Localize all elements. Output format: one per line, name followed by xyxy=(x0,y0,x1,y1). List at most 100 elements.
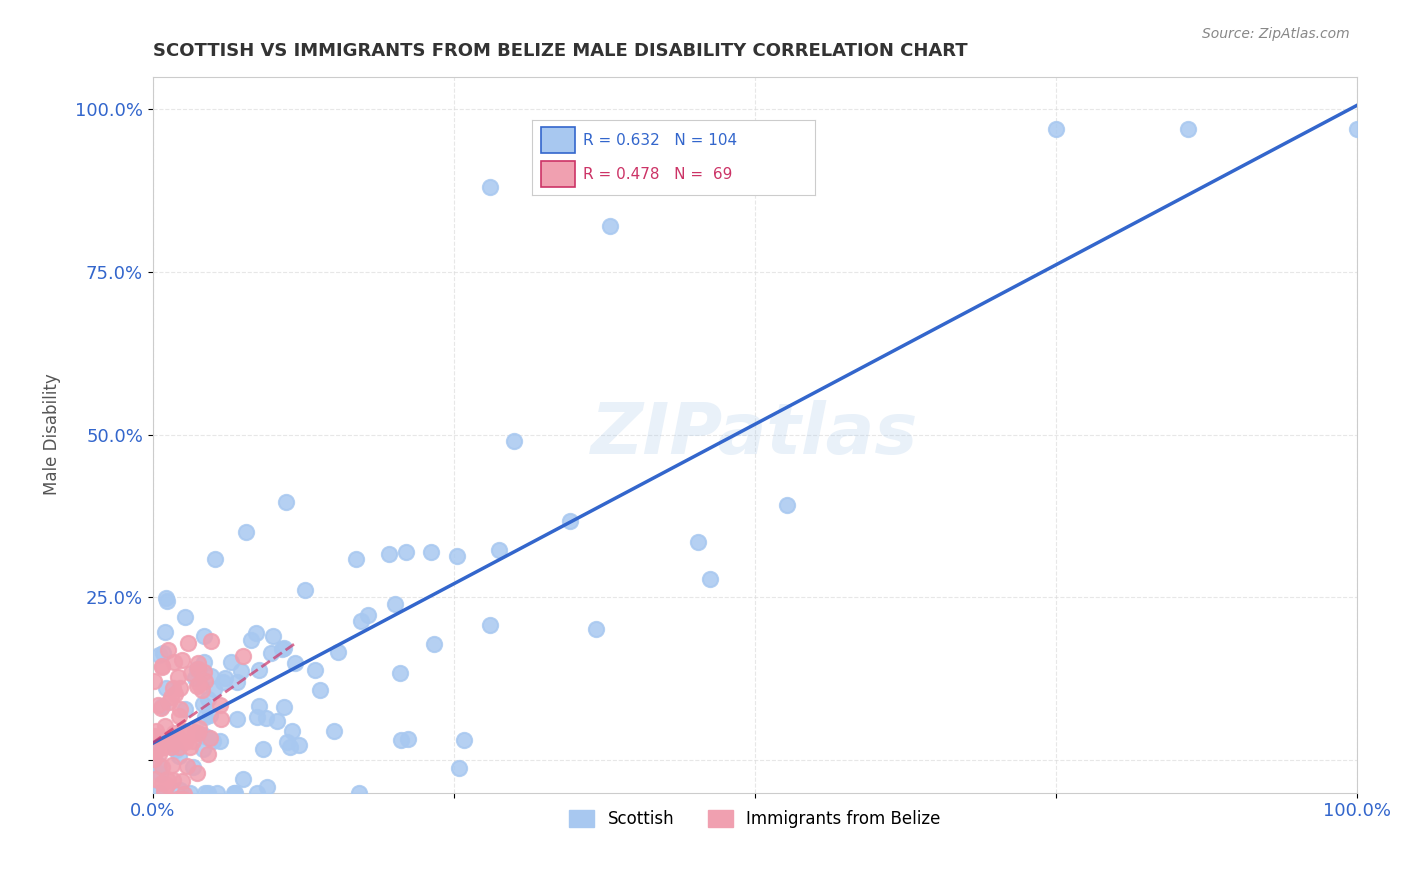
Point xyxy=(256,780,278,794)
Point xyxy=(226,675,249,690)
Point xyxy=(166,792,188,806)
Point xyxy=(270,641,292,656)
Point xyxy=(145,741,167,756)
Point xyxy=(173,723,195,738)
Text: ZIPatlas: ZIPatlas xyxy=(591,401,918,469)
Point xyxy=(201,734,224,748)
Point xyxy=(246,786,269,800)
Point xyxy=(181,760,204,774)
Point xyxy=(193,629,215,643)
Point xyxy=(183,724,205,739)
Point xyxy=(280,723,302,738)
Point xyxy=(193,665,215,679)
Point xyxy=(186,679,208,693)
Point xyxy=(235,525,257,540)
Point xyxy=(446,549,468,563)
Point xyxy=(156,643,179,657)
Point xyxy=(163,740,186,755)
Point xyxy=(155,681,177,695)
Point xyxy=(146,741,169,756)
Point xyxy=(156,594,179,608)
Point xyxy=(160,739,183,754)
Point xyxy=(166,729,188,743)
Point xyxy=(162,681,184,695)
Legend: Scottish, Immigrants from Belize: Scottish, Immigrants from Belize xyxy=(562,803,948,834)
Point xyxy=(187,662,209,676)
Point xyxy=(350,614,373,628)
Point xyxy=(148,786,170,800)
Point xyxy=(200,669,222,683)
Point xyxy=(1346,121,1368,136)
Point xyxy=(419,545,441,559)
Point xyxy=(165,743,187,757)
Point xyxy=(188,677,211,691)
Point xyxy=(186,766,208,780)
Point xyxy=(478,180,501,194)
Point xyxy=(160,690,183,704)
Point xyxy=(180,666,202,681)
Point xyxy=(150,731,173,746)
Point xyxy=(224,786,246,800)
Point xyxy=(169,709,191,723)
Point xyxy=(181,733,204,747)
Point xyxy=(205,786,228,800)
Point xyxy=(273,700,295,714)
Point xyxy=(194,786,217,800)
Point xyxy=(187,656,209,670)
Point xyxy=(326,645,349,659)
Point xyxy=(396,731,419,746)
Point xyxy=(148,730,170,744)
Point xyxy=(159,733,181,747)
Point xyxy=(209,734,232,748)
Point xyxy=(150,660,173,674)
Point xyxy=(422,637,444,651)
Point xyxy=(284,656,307,670)
Point xyxy=(273,640,295,655)
Point xyxy=(150,658,173,673)
Point xyxy=(148,747,170,761)
Point xyxy=(478,618,501,632)
Point xyxy=(157,695,180,709)
Point xyxy=(163,735,186,749)
Point xyxy=(202,681,225,696)
Text: Source: ZipAtlas.com: Source: ZipAtlas.com xyxy=(1202,27,1350,41)
Point xyxy=(152,646,174,660)
Point xyxy=(688,535,710,549)
Point xyxy=(208,698,231,713)
Point xyxy=(145,724,167,739)
Point xyxy=(169,702,191,716)
Point xyxy=(391,733,413,747)
Point xyxy=(156,778,179,792)
Point xyxy=(232,648,254,663)
Point xyxy=(274,495,297,509)
Point xyxy=(245,626,267,640)
Point xyxy=(211,675,233,690)
Point xyxy=(502,434,524,448)
Point xyxy=(232,772,254,786)
Point xyxy=(262,629,284,643)
Point xyxy=(194,674,217,689)
Point xyxy=(344,552,367,566)
Text: SCOTTISH VS IMMIGRANTS FROM BELIZE MALE DISABILITY CORRELATION CHART: SCOTTISH VS IMMIGRANTS FROM BELIZE MALE … xyxy=(153,42,967,60)
Point xyxy=(200,634,222,648)
Point xyxy=(585,622,607,636)
Point xyxy=(166,670,188,684)
Point xyxy=(240,632,263,647)
Point xyxy=(453,733,475,747)
Point xyxy=(699,572,721,586)
Point xyxy=(322,723,344,738)
Point xyxy=(148,757,170,772)
Point xyxy=(197,691,219,706)
Point xyxy=(183,671,205,685)
Point xyxy=(198,731,221,746)
Point xyxy=(173,610,195,624)
Point xyxy=(204,552,226,566)
Point xyxy=(191,697,214,711)
Point xyxy=(225,712,247,726)
Point xyxy=(252,742,274,756)
Point xyxy=(146,698,169,712)
Point xyxy=(197,747,219,762)
Point xyxy=(294,582,316,597)
Point xyxy=(163,655,186,669)
Point xyxy=(174,727,197,741)
